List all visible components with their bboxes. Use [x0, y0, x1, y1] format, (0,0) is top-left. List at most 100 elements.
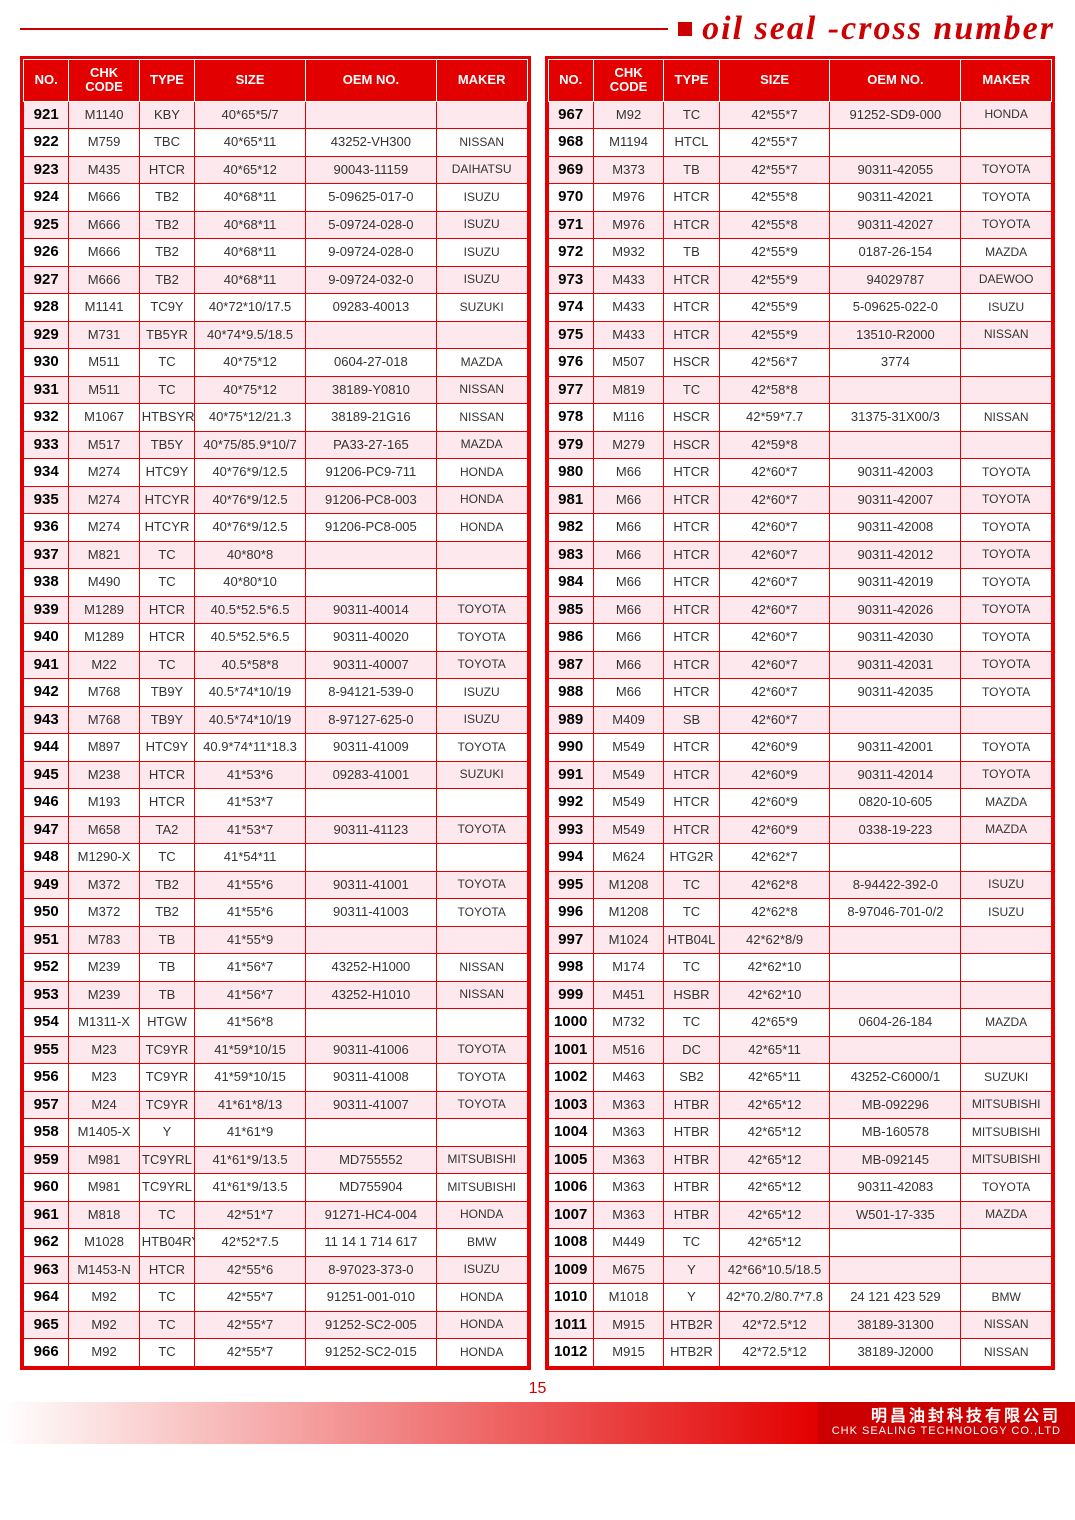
cell-maker: TOYOTA — [436, 871, 527, 899]
cell-maker: HONDA — [436, 459, 527, 487]
cell-chk: M92 — [69, 1339, 139, 1367]
cell-type: HTC9Y — [139, 459, 194, 487]
cell-no: 959 — [24, 1146, 69, 1174]
cell-type: TC9YRL — [139, 1146, 194, 1174]
cell-size: 41*53*6 — [195, 761, 306, 789]
cell-no: 975 — [548, 321, 593, 349]
cell-maker — [961, 706, 1052, 734]
cell-type: HTCR — [664, 459, 719, 487]
cell-chk: M239 — [69, 954, 139, 982]
cell-maker — [436, 101, 527, 129]
cell-type: HTBR — [664, 1201, 719, 1229]
cell-oem: 0187-26-154 — [830, 239, 961, 267]
cell-oem — [830, 1256, 961, 1284]
cell-chk: M66 — [593, 486, 663, 514]
cell-chk: M363 — [593, 1146, 663, 1174]
cell-oem: 8-97127-625-0 — [305, 706, 436, 734]
cell-maker — [436, 1119, 527, 1147]
cell-maker: TOYOTA — [961, 651, 1052, 679]
cell-chk: M433 — [593, 294, 663, 322]
cell-size: 41*61*8/13 — [195, 1091, 306, 1119]
cell-type: HTCR — [664, 184, 719, 212]
cell-no: 924 — [24, 184, 69, 212]
table-row: 994M624HTG2R42*62*7 — [548, 844, 1052, 872]
table-row: 998M174TC42*62*10 — [548, 954, 1052, 982]
cell-maker: NISSAN — [436, 981, 527, 1009]
cell-size: 40*72*10/17.5 — [195, 294, 306, 322]
cell-maker: TOYOTA — [961, 459, 1052, 487]
cell-no: 949 — [24, 871, 69, 899]
table-row: 966M92TC42*55*791252-SC2-015HONDA — [24, 1339, 528, 1367]
cell-size: 41*56*7 — [195, 981, 306, 1009]
col-header: OEM NO. — [830, 60, 961, 102]
cell-oem: 8-94422-392-0 — [830, 871, 961, 899]
cell-maker: TOYOTA — [961, 624, 1052, 652]
cell-maker — [436, 844, 527, 872]
cell-maker: HONDA — [436, 1201, 527, 1229]
cell-maker: TOYOTA — [436, 1064, 527, 1092]
cell-size: 42*62*8 — [719, 871, 830, 899]
cell-size: 40*75*12 — [195, 349, 306, 377]
cell-chk: M451 — [593, 981, 663, 1009]
cell-maker: MITSUBISHI — [436, 1146, 527, 1174]
cell-type: TC — [664, 899, 719, 927]
cell-oem — [305, 789, 436, 817]
cell-type: HTCR — [139, 761, 194, 789]
cell-maker: TOYOTA — [961, 679, 1052, 707]
cell-chk: M24 — [69, 1091, 139, 1119]
cell-oem — [830, 706, 961, 734]
table-row: 984M66HTCR42*60*790311-42019TOYOTA — [548, 569, 1052, 597]
cell-maker: ISUZU — [961, 871, 1052, 899]
cell-type: HSBR — [664, 981, 719, 1009]
table-row: 971M976HTCR42*55*890311-42027TOYOTA — [548, 211, 1052, 239]
table-row: 932M1067HTBSYR40*75*12/21.338189-21G16NI… — [24, 404, 528, 432]
cell-maker: HONDA — [436, 486, 527, 514]
cell-size: 42*55*7 — [719, 101, 830, 129]
left-table: NO.CHKCODETYPESIZEOEM NO.MAKER 921M1140K… — [23, 59, 528, 1367]
cell-maker: TOYOTA — [961, 1174, 1052, 1202]
cell-chk: M92 — [69, 1284, 139, 1312]
cell-type: TB2 — [139, 239, 194, 267]
cell-maker — [961, 1256, 1052, 1284]
cell-type: TC — [664, 101, 719, 129]
cell-maker: MAZDA — [961, 1201, 1052, 1229]
cell-chk: M92 — [69, 1311, 139, 1339]
cell-oem: PA33-27-165 — [305, 431, 436, 459]
cell-type: TB2 — [139, 211, 194, 239]
cell-maker: TOYOTA — [961, 184, 1052, 212]
cell-size: 42*55*7 — [719, 129, 830, 157]
table-row: 938M490TC40*80*10 — [24, 569, 528, 597]
cell-oem — [305, 1119, 436, 1147]
cell-no: 963 — [24, 1256, 69, 1284]
table-row: 940M1289HTCR40.5*52.5*6.590311-40020TOYO… — [24, 624, 528, 652]
cell-oem: 8-94121-539-0 — [305, 679, 436, 707]
cell-chk: M981 — [69, 1174, 139, 1202]
cell-type: HSCR — [664, 404, 719, 432]
cell-maker: MAZDA — [436, 349, 527, 377]
cell-chk: M1208 — [593, 899, 663, 927]
cell-chk: M490 — [69, 569, 139, 597]
cell-type: TC — [139, 1201, 194, 1229]
cell-oem — [830, 954, 961, 982]
cell-oem: 90311-42026 — [830, 596, 961, 624]
table-row: 959M981TC9YRL41*61*9/13.5MD755552MITSUBI… — [24, 1146, 528, 1174]
cell-chk: M373 — [593, 156, 663, 184]
cell-size: 42*55*8 — [719, 211, 830, 239]
tables-container: NO.CHKCODETYPESIZEOEM NO.MAKER 921M1140K… — [20, 56, 1055, 1370]
cell-maker: TOYOTA — [436, 1091, 527, 1119]
cell-chk: M549 — [593, 789, 663, 817]
left-table-wrap: NO.CHKCODETYPESIZEOEM NO.MAKER 921M1140K… — [20, 56, 531, 1370]
cell-type: HTCR — [664, 514, 719, 542]
cell-no: 971 — [548, 211, 593, 239]
cell-type: TC — [664, 871, 719, 899]
cell-type: TC9YR — [139, 1064, 194, 1092]
table-row: 969M373TB42*55*790311-42055TOYOTA — [548, 156, 1052, 184]
cell-oem: 0820-10-605 — [830, 789, 961, 817]
cell-size: 42*55*8 — [719, 184, 830, 212]
cell-type: HTGW — [139, 1009, 194, 1037]
cell-size: 42*60*7 — [719, 541, 830, 569]
cell-no: 935 — [24, 486, 69, 514]
cell-size: 42*60*7 — [719, 651, 830, 679]
cell-type: TB2 — [139, 871, 194, 899]
cell-type: HTCR — [139, 624, 194, 652]
